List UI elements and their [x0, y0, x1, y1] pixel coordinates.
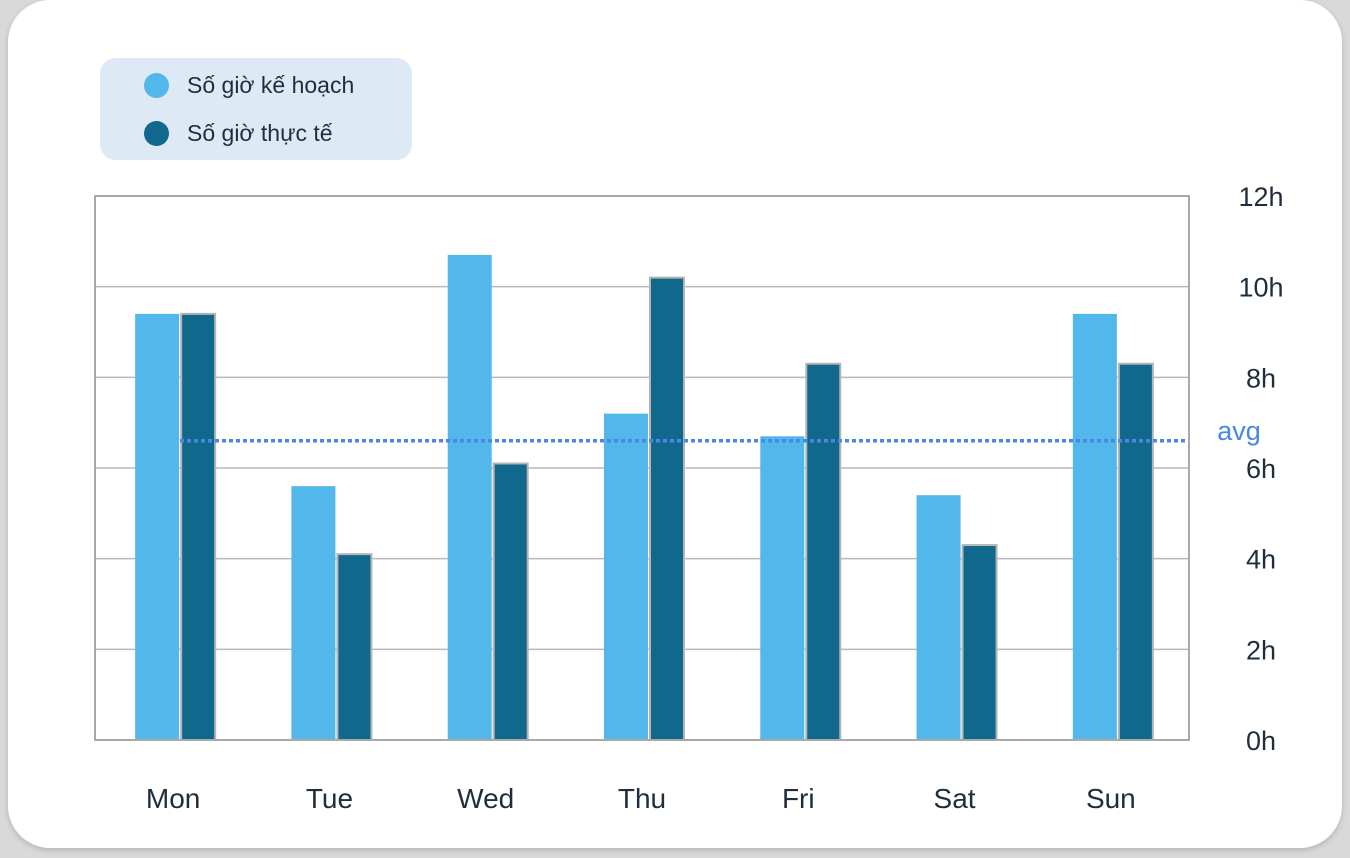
y-tick-label: 10h [1238, 273, 1283, 303]
bar-planned [291, 486, 336, 740]
legend-label-planned: Số giờ kế hoạch [187, 71, 355, 98]
x-category-label: Tue [306, 783, 353, 814]
x-category-label: Fri [782, 783, 815, 814]
y-tick-label: 12h [1238, 182, 1283, 212]
y-tick-label: 6h [1246, 454, 1276, 484]
bar-planned [447, 254, 492, 740]
legend-item-planned: Số giờ kế hoạch [144, 70, 354, 100]
bar-planned [760, 436, 805, 740]
legend-label-actual: Số giờ thực tế [187, 119, 333, 146]
bar-actual [805, 362, 842, 741]
bar-chart: avg 0h 2h 4h 6h 8h 10h 12h Mon Tue Wed Thu Fri Sat S… [94, 182, 1284, 814]
bar-planned [1072, 313, 1117, 740]
bar-actual [336, 553, 373, 742]
y-tick-label: 4h [1246, 545, 1276, 575]
plot-border [94, 195, 1190, 741]
chart-card: Số giờ kế hoạch Số giờ thực tế avg 0h 2h 4… [8, 0, 1342, 848]
bars [135, 254, 1154, 742]
bar-actual [649, 276, 685, 741]
bar-actual [1117, 362, 1154, 741]
bar-actual [961, 544, 998, 741]
y-tick-label: 2h [1246, 635, 1276, 665]
bar-actual [180, 312, 217, 741]
y-tick-label: 0h [1246, 726, 1276, 756]
bar-planned [604, 413, 648, 740]
legend-swatch-actual [144, 120, 169, 146]
y-tick-label: 8h [1246, 363, 1276, 393]
bar-planned [916, 495, 961, 740]
x-category-label: Wed [457, 783, 514, 814]
avg-line-group: avg [180, 416, 1261, 446]
legend: Số giờ kế hoạch Số giờ thực tế [100, 58, 412, 160]
x-category-label: Mon [146, 783, 200, 814]
bar-actual [492, 462, 529, 741]
x-axis-categories: Mon Tue Wed Thu Fri Sat Sun [146, 783, 1136, 814]
avg-label: avg [1217, 416, 1261, 446]
y-axis-ticks: 0h 2h 4h 6h 8h 10h 12h [1238, 182, 1283, 756]
plot-frame [94, 195, 1190, 741]
x-category-label: Thu [618, 783, 666, 814]
legend-item-actual: Số giờ thực tế [144, 118, 333, 148]
legend-swatch-planned [144, 72, 169, 98]
x-category-label: Sun [1086, 783, 1136, 814]
x-category-label: Sat [934, 783, 976, 814]
bar-planned [135, 313, 180, 740]
